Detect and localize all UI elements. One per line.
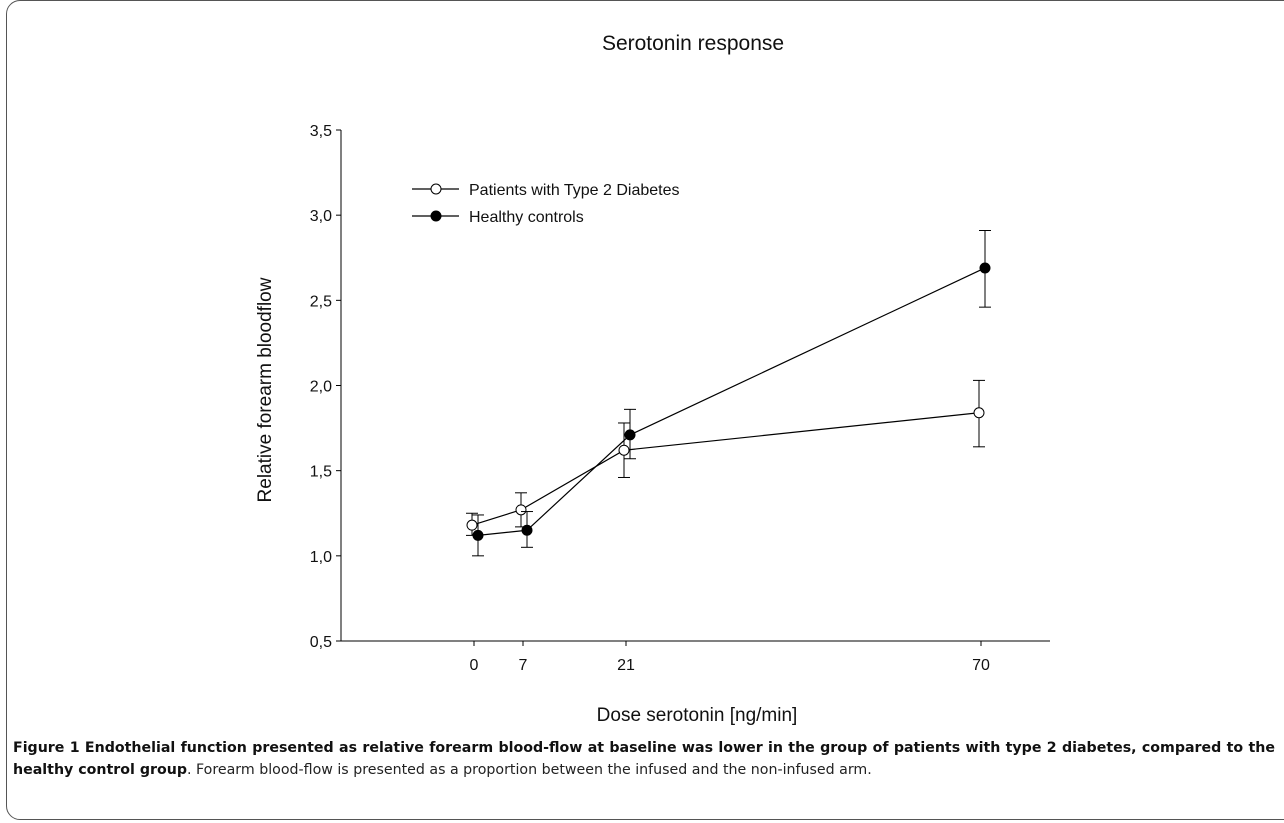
chart-legend: Patients with Type 2 Diabetes Healthy con…: [412, 182, 680, 226]
series-line: [477, 267, 986, 536]
data-point: [973, 407, 985, 419]
x-tick-label: 0: [470, 657, 479, 674]
y-tick-label: 0,5: [310, 634, 332, 651]
data-point: [515, 504, 527, 516]
legend-marker: [430, 183, 442, 195]
series-line: [471, 412, 980, 526]
caption-rest: . Forearm blood-flow is presented as a p…: [186, 762, 872, 778]
x-axis-label: Dose serotonin [ng/min]: [597, 705, 798, 726]
y-tick-label: 3,0: [310, 208, 332, 225]
data-point: [466, 519, 478, 531]
legend-marker: [430, 210, 442, 222]
legend-label: Healthy controls: [469, 209, 584, 226]
y-tick-label: 2,5: [310, 293, 332, 310]
series-patients: [466, 379, 985, 536]
data-point: [618, 444, 630, 456]
y-tick-label: 1,5: [310, 464, 332, 481]
figure-caption: Figure 1 Endothelial function presented …: [13, 737, 1275, 781]
figure-frame: [6, 0, 1284, 820]
y-tick-label: 1,0: [310, 549, 332, 566]
data-point: [624, 429, 636, 441]
chart-marks: [466, 229, 991, 557]
x-tick-label: 70: [972, 657, 990, 674]
y-tick-label: 2,0: [310, 379, 332, 396]
data-point: [472, 529, 484, 541]
y-tick-label: 3,5: [310, 123, 332, 140]
x-tick-label: 21: [617, 657, 635, 674]
legend-label: Patients with Type 2 Diabetes: [469, 182, 680, 199]
data-point: [521, 524, 533, 536]
chart-title: Serotonin response: [602, 32, 784, 55]
chart-axes: 0,5 1,0 1,5 2,0 2,5 3,0 3,5 0 7 21 70: [310, 123, 1050, 674]
data-point: [979, 262, 991, 274]
series-controls: [472, 229, 991, 557]
caption-bold: Figure 1 Endothelial function presented …: [13, 740, 1275, 778]
y-axis-label: Relative forearm bloodflow: [255, 277, 276, 502]
serotonin-chart: Serotonin response 0,5 1,0 1,5 2,0 2,5 3,0 3,5…: [255, 32, 1050, 726]
x-tick-label: 7: [519, 657, 528, 674]
